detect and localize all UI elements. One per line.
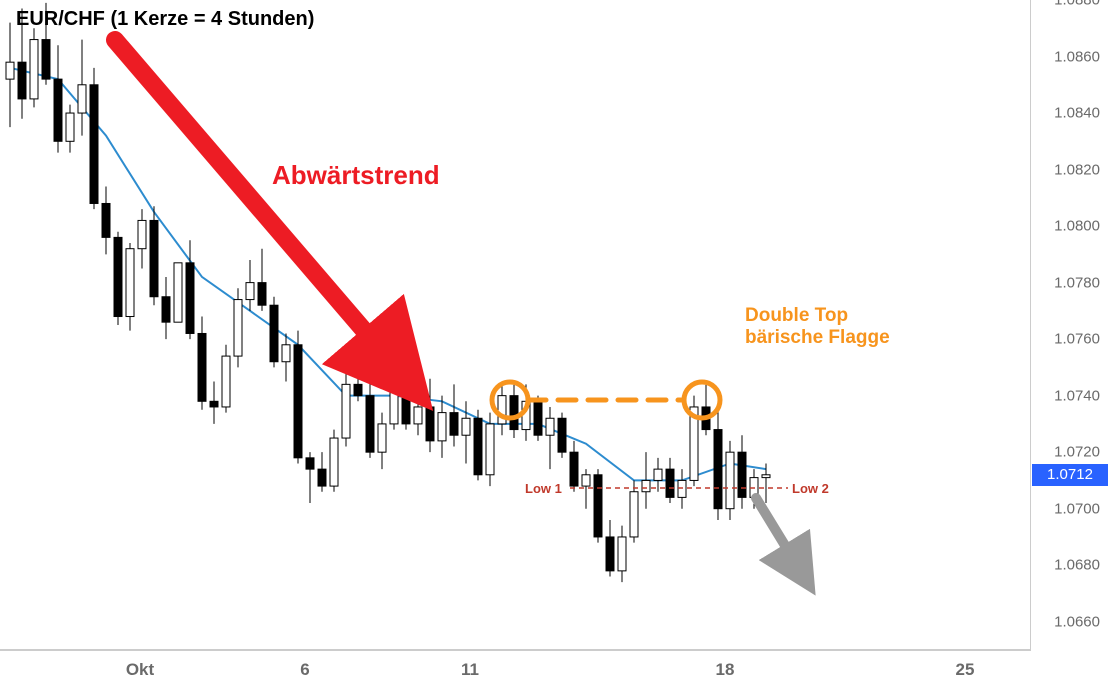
y-axis-label: 1.0780 [1054,274,1100,291]
x-axis-label: 11 [461,660,479,680]
annotation-double-top: Double Top bärische Flagge [745,305,890,349]
y-axis-label: 1.0860 [1054,48,1100,65]
x-axis-label: 6 [300,660,309,680]
candlestick-chart: EUR/CHF (1 Kerze = 4 Stunden) Abwärtstre… [0,0,1108,695]
chart-title: EUR/CHF (1 Kerze = 4 Stunden) [16,8,314,31]
annotation-low1: Low 1 [525,481,562,496]
y-axis: 1.0880 1.0860 1.0840 1.0820 1.0800 1.0780 1.07… [1030,0,1108,650]
y-axis-label: 1.0700 [1054,500,1100,517]
y-axis-label: 1.0740 [1054,387,1100,404]
y-axis-label: 1.0820 [1054,161,1100,178]
y-axis-label: 1.0880 [1054,0,1100,9]
y-axis-label: 1.0800 [1054,218,1100,235]
y-axis-label: 1.0680 [1054,557,1100,574]
x-axis-label: Okt [126,660,154,680]
annotation-low2: Low 2 [792,481,829,496]
x-axis-label: 25 [956,660,975,680]
annotation-downtrend: Abwärtstrend [272,160,440,191]
y-axis-label: 1.0760 [1054,331,1100,348]
y-axis-label: 1.0840 [1054,105,1100,122]
current-price-badge: 1.0712 [1032,464,1108,486]
plot-area[interactable]: EUR/CHF (1 Kerze = 4 Stunden) Abwärtstre… [0,0,1031,651]
y-axis-label: 1.0660 [1054,613,1100,630]
x-axis: Okt 6 11 18 25 [0,649,1030,695]
x-axis-label: 18 [716,660,735,680]
y-axis-label: 1.0720 [1054,444,1100,461]
